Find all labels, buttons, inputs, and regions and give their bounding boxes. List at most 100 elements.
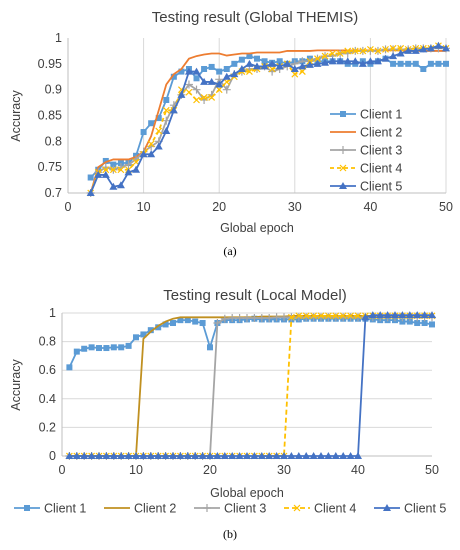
legend-marker [340, 111, 346, 117]
data-point [265, 452, 274, 459]
data-point [298, 62, 307, 70]
data-point [291, 70, 299, 78]
data-point [328, 57, 337, 65]
chart-a-x-axis-label: Global epoch [220, 221, 294, 235]
data-point [339, 312, 347, 320]
data-point [139, 150, 148, 158]
data-point [235, 452, 244, 459]
data-point [358, 59, 367, 67]
data-point [148, 120, 155, 127]
data-point [163, 97, 170, 103]
chart-b-series [65, 311, 436, 460]
data-point [324, 313, 333, 322]
data-point [426, 44, 435, 52]
data-point [366, 45, 374, 53]
y-tick-label: 0.85 [38, 109, 62, 123]
chart-a: Testing result (Global THEMIS) 0 10 20 30 40… [9, 9, 453, 258]
chart-b-y-tick-labels: 0 0.2 0.4 0.6 0.8 1 [39, 306, 56, 463]
data-point [201, 66, 208, 72]
data-point [305, 60, 314, 68]
data-point [329, 50, 337, 57]
data-point [383, 311, 392, 319]
data-point [390, 60, 397, 67]
data-point [103, 345, 110, 352]
data-point [382, 45, 389, 53]
data-point [192, 318, 199, 325]
data-point [139, 452, 148, 459]
data-point [287, 313, 295, 321]
data-point [183, 452, 192, 459]
data-point [243, 452, 251, 459]
data-point [208, 93, 216, 101]
legend-label: Client 4 [360, 162, 402, 176]
data-point [268, 65, 276, 73]
x-tick-label: 10 [137, 200, 151, 214]
data-point [250, 314, 259, 323]
x-tick-label: 30 [277, 463, 291, 477]
data-point [405, 311, 414, 319]
data-point [176, 452, 185, 459]
chart-b-axes [61, 313, 432, 457]
data-point [283, 59, 292, 67]
data-point [298, 68, 306, 76]
data-point [162, 321, 169, 328]
legend-marker [383, 504, 391, 511]
data-point [86, 189, 95, 196]
legend-label: Client 1 [44, 502, 86, 516]
data-point [317, 312, 325, 320]
data-point [178, 68, 185, 75]
data-point [228, 452, 237, 459]
data-point [162, 116, 171, 125]
x-tick-label: 50 [425, 463, 439, 477]
series-line-client-3 [69, 316, 432, 457]
chart-b-x-tick-labels: 0 10 20 30 40 50 [59, 463, 439, 477]
data-point [420, 66, 427, 72]
data-point [354, 452, 362, 459]
data-point [146, 452, 155, 459]
y-tick-label: 0 [49, 449, 56, 463]
data-point [101, 170, 110, 178]
data-point [246, 68, 253, 76]
data-point [154, 452, 163, 459]
data-point [332, 312, 340, 320]
x-tick-label: 10 [129, 463, 143, 477]
data-point [87, 174, 94, 181]
data-point [155, 127, 163, 135]
data-point [147, 327, 154, 334]
data-point [132, 452, 140, 459]
data-point [419, 45, 428, 53]
data-point [133, 334, 139, 341]
data-point [222, 72, 231, 80]
data-point [404, 46, 413, 54]
data-point [280, 452, 288, 459]
data-point [193, 96, 200, 104]
data-point [344, 47, 352, 55]
legend-label: Client 5 [404, 502, 446, 516]
data-point [280, 313, 288, 322]
legend-label: Client 3 [360, 144, 402, 158]
data-point [397, 60, 404, 67]
data-point [389, 45, 398, 54]
x-tick-label: 30 [288, 200, 302, 214]
data-point [220, 314, 229, 323]
data-point [261, 58, 268, 65]
data-point [373, 57, 382, 65]
data-point [374, 47, 382, 55]
x-tick-label: 20 [212, 200, 226, 214]
data-point [110, 161, 117, 168]
data-point [125, 342, 132, 349]
data-point [366, 46, 375, 55]
data-point [109, 452, 118, 459]
y-tick-label: 0.8 [45, 134, 62, 148]
y-tick-label: 0.2 [39, 420, 56, 434]
legend-marker [293, 504, 301, 512]
data-point [313, 59, 322, 67]
data-point [317, 313, 325, 322]
data-point [117, 452, 126, 459]
chart-b: Testing result (Local Model) 0 10 20 30 40 50… [9, 287, 446, 541]
y-tick-label: 0.4 [39, 392, 56, 406]
chart-b-grid [62, 312, 432, 428]
data-point [295, 312, 303, 320]
data-point [376, 311, 385, 319]
data-point [207, 344, 213, 351]
